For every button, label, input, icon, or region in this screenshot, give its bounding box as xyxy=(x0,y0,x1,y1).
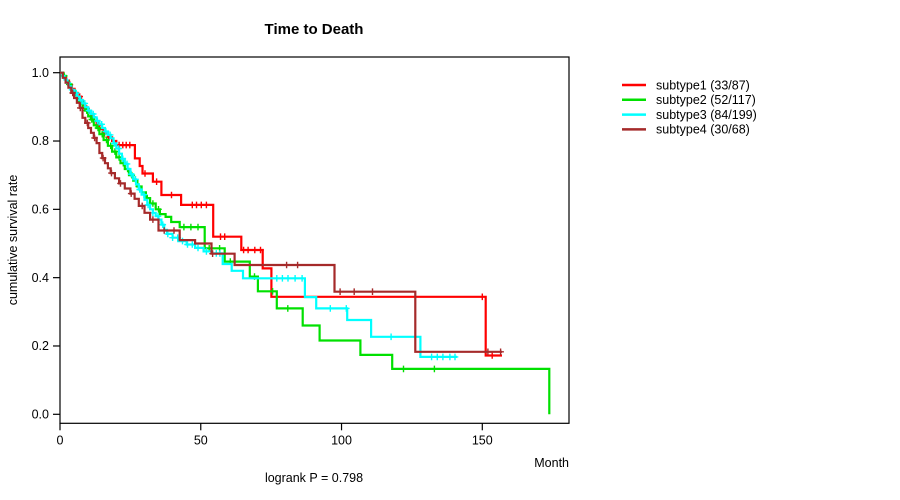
y-axis-tick-label: 1.0 xyxy=(32,66,49,80)
logrank-p-label: logrank P = 0.798 xyxy=(265,471,363,485)
chart-title: Time to Death xyxy=(265,21,364,38)
km-curve-1 xyxy=(60,71,502,357)
km-curve-4 xyxy=(60,71,502,353)
plot-box xyxy=(59,56,570,424)
censor-marks-3 xyxy=(64,79,459,361)
y-axis-tick-label: 0.0 xyxy=(32,408,49,422)
axes: 0.0 0.2 0.4 0.6 0.8 1.0 0 50 100 150 xyxy=(32,56,570,447)
x-axis-tick-label: 0 xyxy=(57,433,64,447)
censor-marks-4 xyxy=(69,89,504,356)
y-axis-tick-label: 0.4 xyxy=(32,271,49,285)
legend-label-4: subtype4 (30/68) xyxy=(656,123,750,137)
km-curve-3 xyxy=(60,71,457,358)
x-axis-label: Month xyxy=(534,456,569,470)
legend-label-2: subtype2 (52/117) xyxy=(656,93,756,107)
legend-label-3: subtype3 (84/199) xyxy=(656,108,757,122)
legend: subtype1 (33/87)subtype2 (52/117)subtype… xyxy=(622,78,757,137)
x-axis-tick-label: 100 xyxy=(331,433,352,447)
km-curve-2 xyxy=(60,71,551,415)
legend-label-1: subtype1 (33/87) xyxy=(656,78,750,92)
y-axis-tick-label: 0.6 xyxy=(32,203,49,217)
y-axis-label: cumulative survival rate xyxy=(6,175,20,306)
y-axis-tick-label: 0.8 xyxy=(32,134,49,148)
censor-marks-1 xyxy=(66,81,496,359)
censor-marks-2 xyxy=(60,72,438,373)
x-axis-tick-label: 50 xyxy=(194,433,208,447)
y-axis-tick-label: 0.2 xyxy=(32,339,49,353)
survival-curves xyxy=(60,71,551,415)
x-axis-tick-label: 150 xyxy=(472,433,493,447)
